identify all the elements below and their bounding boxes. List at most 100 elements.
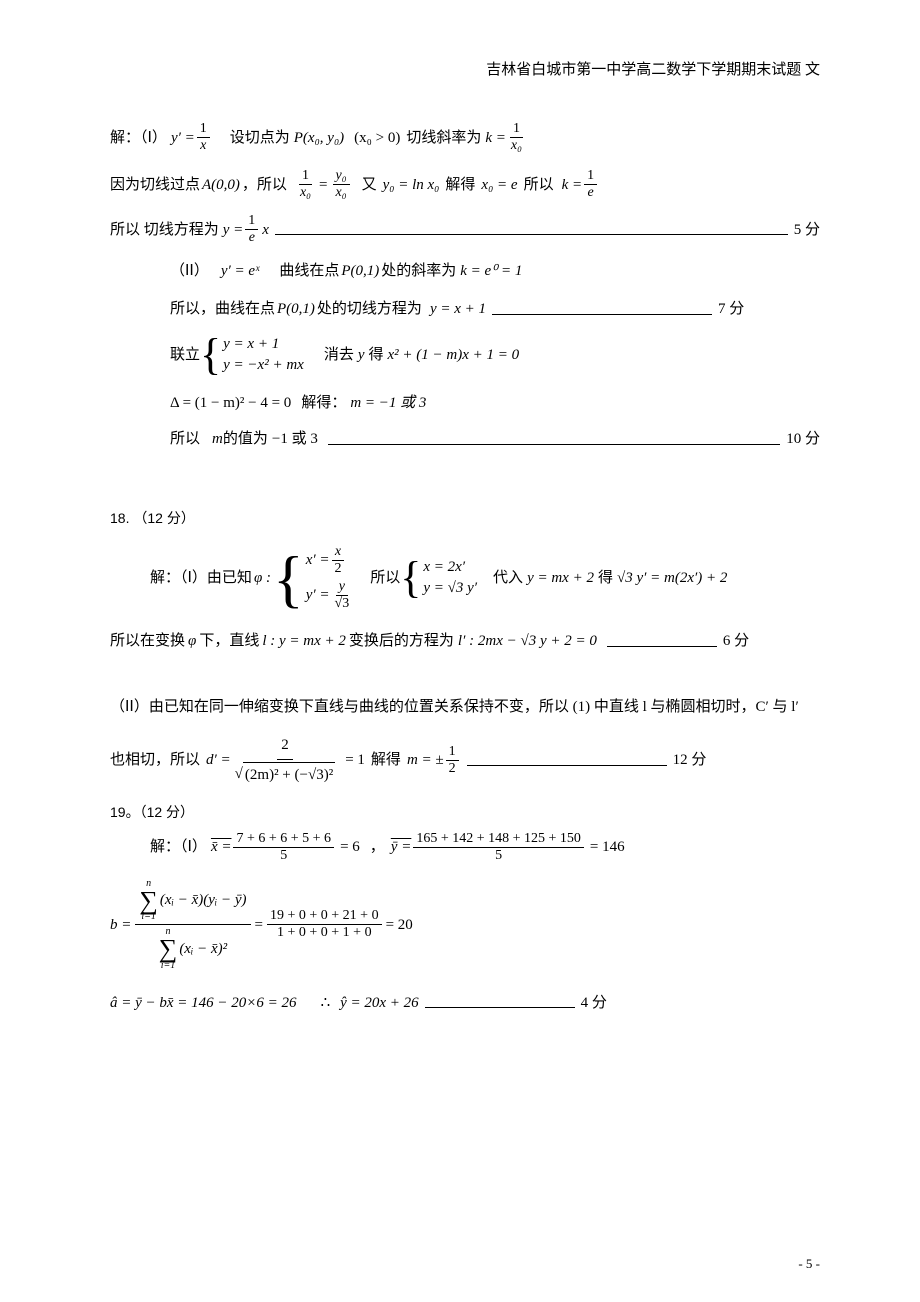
label: 曲线在点 [279, 259, 339, 283]
frac: 1x [197, 122, 210, 153]
label: 因为切线过点 [110, 173, 200, 197]
expr: m = −1 或 3 [350, 391, 426, 415]
score: 12 分 [673, 748, 707, 772]
system: { y = x + 1 y = −x² + mx [200, 333, 304, 377]
label: 解得 [371, 748, 401, 772]
expr: y = mx + 2 [527, 566, 594, 590]
expr: = 20 [386, 913, 413, 937]
expr: y₀ = ln x₀ [383, 173, 440, 197]
label: 处的切线方程为 [317, 297, 422, 321]
expr: = 1 [345, 748, 365, 772]
p17-2-line2: 所以，曲线在点 P(0,1) 处的切线方程为 y = x + 1 7 分 [110, 297, 820, 321]
label: 设切点为 [230, 126, 290, 150]
expr: x² + (1 − m)x + 1 = 0 [388, 343, 520, 367]
label: 又 [362, 173, 377, 197]
sqrt: √(2m)² + (−√3)² [235, 762, 336, 787]
expr: x₀ = e [481, 173, 517, 197]
system: { x′ =x2 y′ =y√3 [273, 545, 354, 611]
p17-1-line2: 因为切线过点 A(0,0) ，所以 1x₀ = y₀x₀ 又 y₀ = ln x… [110, 169, 820, 200]
var: φ [188, 629, 196, 653]
expr: ŷ = 20x + 26 [340, 991, 419, 1015]
frac: 1e [584, 169, 597, 200]
score: 4 分 [581, 991, 607, 1015]
score: 7 分 [718, 297, 744, 321]
expr: ȳ = [391, 835, 412, 859]
text: （ⅠⅠ）由已知在同一伸缩变换下直线与曲线的位置关系保持不变，所以 (1) 中直线… [110, 695, 799, 719]
label: 联立 [170, 343, 200, 367]
label: （ⅠⅠ） [170, 259, 209, 283]
expr: k = [485, 126, 506, 150]
frac: 165 + 142 + 148 + 125 + 1505 [413, 832, 584, 863]
system: { x = 2x′ y = √3 y′ [400, 556, 477, 600]
expr: = 146 [590, 835, 625, 859]
question-number: 19。（12 分） [110, 801, 194, 823]
expr: −1 或 3 [272, 427, 318, 451]
header-title: 吉林省白城市第一中学高二数学下学期期末试题 文 [486, 62, 820, 78]
p18-1-line2: 所以在变换 φ 下，直线 l : y = mx + 2 变换后的方程为 l′ :… [110, 629, 820, 653]
frac: 1e [245, 214, 258, 245]
p18-2-line2: 也相切，所以 d′ = 2 √(2m)² + (−√3)² = 1 解得 m =… [110, 731, 820, 789]
expr: d′ = [206, 748, 231, 772]
page-footer: - 5 - [798, 1256, 820, 1272]
label: ，所以 [242, 173, 287, 197]
label: 切线斜率为 [406, 126, 481, 150]
sep: ， [370, 835, 385, 859]
sigma: n∑i=1 [159, 927, 178, 970]
label: 的值为 [223, 427, 268, 451]
rule-line [275, 224, 788, 235]
eq: = [319, 173, 327, 197]
expr: √3 y′ = m(2x′) + 2 [617, 566, 727, 590]
p19-1-line2: b = n∑i=1 (xᵢ − x̄)(yᵢ − ȳ) n∑i=1 (xᵢ − … [110, 877, 820, 973]
label: 解得 [445, 173, 475, 197]
p19-title: 19。（12 分） [110, 801, 820, 823]
expr: Δ = (1 − m)² − 4 = 0 [170, 391, 291, 415]
frac: y₀x₀ [333, 169, 350, 200]
expr: (x₀ > 0) [354, 126, 400, 150]
label: 所以 [524, 173, 554, 197]
p19-1-line1: 解：（Ⅰ） x̄ = 7 + 6 + 6 + 5 + 65 = 6 ， ȳ = … [110, 832, 820, 863]
p17-2-line5: 所以 m 的值为 −1 或 3 10 分 [110, 427, 820, 451]
p17-1-line3: 所以 切线方程为 y = 1e x 5 分 [110, 214, 820, 245]
p17-2-line4: Δ = (1 − m)² − 4 = 0 解得： m = −1 或 3 [110, 391, 820, 415]
big-frac: n∑i=1 (xᵢ − x̄)(yᵢ − ȳ) n∑i=1 (xᵢ − x̄)² [135, 877, 250, 973]
sigma: n∑i=1 [139, 879, 158, 922]
expr: k = e⁰ = 1 [460, 259, 522, 283]
label: 解：（Ⅰ）由已知 [150, 566, 252, 590]
expr: x [262, 218, 269, 242]
frac: 12 [446, 745, 459, 776]
expr: A(0,0) [202, 173, 240, 197]
p18-1-line1: 解：（Ⅰ）由已知 φ : { x′ =x2 y′ =y√3 所以 { x = 2… [110, 545, 820, 611]
var: m [212, 427, 223, 451]
rule-line [492, 304, 712, 315]
label: 所以在变换 [110, 629, 185, 653]
label: 解：（Ⅰ） [150, 835, 207, 859]
rule-line [467, 755, 667, 766]
frac: 7 + 6 + 6 + 5 + 65 [233, 832, 334, 863]
frac: 1x₀ [297, 169, 314, 200]
expr: m = ± [407, 748, 444, 772]
label: 下，直线 [199, 629, 259, 653]
therefore: ∴ [321, 991, 331, 1015]
page-number: - 5 - [798, 1256, 820, 1271]
p17-2-line3: 联立 { y = x + 1 y = −x² + mx 消去 y 得 x² + … [110, 333, 820, 377]
label: 所以 [170, 427, 200, 451]
expr: b = [110, 913, 131, 937]
label: 也相切，所以 [110, 748, 200, 772]
expr: l : y = mx + 2 [262, 629, 346, 653]
phi: φ : [254, 566, 271, 590]
expr: = 6 [340, 835, 360, 859]
label: 得 [598, 566, 613, 590]
score: 5 分 [794, 218, 820, 242]
expr: y = [223, 218, 244, 242]
label: 消去 [324, 343, 354, 367]
frac: 1x₀ [508, 122, 525, 153]
label: 所以 [370, 566, 400, 590]
score: 10 分 [786, 427, 820, 451]
expr: P(x₀, y₀) [294, 126, 344, 150]
label: 得 [369, 343, 384, 367]
p19-1-line3: â = ȳ − bx̄ = 146 − 20×6 = 26 ∴ ŷ = 20x … [110, 991, 820, 1015]
p18-title: 18. （12 分） [110, 507, 820, 529]
label: 所以，曲线在点 [170, 297, 275, 321]
expr: y′ = [171, 126, 195, 150]
label: 代入 [493, 566, 523, 590]
